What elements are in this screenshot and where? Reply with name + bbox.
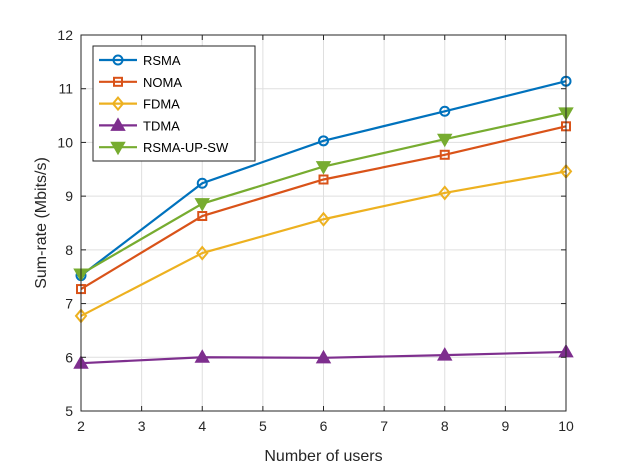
data-point	[317, 211, 330, 227]
x-tick-label: 7	[380, 418, 388, 434]
legend-label: NOMA	[143, 75, 182, 90]
data-point	[315, 161, 332, 175]
series-line	[80, 125, 567, 291]
legend-label: RSMA	[143, 53, 181, 68]
y-tick-label: 12	[57, 27, 73, 43]
y-tick-label: 11	[58, 81, 73, 97]
series-line	[80, 80, 567, 277]
x-axis-label: Number of users	[264, 448, 382, 465]
data-point	[197, 211, 208, 222]
data-point	[439, 105, 451, 117]
y-tick-label: 8	[65, 242, 73, 258]
data-point	[318, 174, 329, 185]
legend: RSMA NOMA FDMA TDMA RSMA-UP-SW	[92, 45, 256, 162]
legend-item: FDMA	[99, 96, 180, 112]
legend-label: FDMA	[143, 97, 180, 112]
data-point	[437, 133, 453, 148]
legend-marker	[111, 96, 125, 112]
legend-marker	[113, 76, 123, 87]
legend-item: TDMA	[99, 117, 180, 133]
y-tick-label: 6	[65, 349, 73, 365]
data-point	[438, 185, 452, 201]
x-tick-label: 10	[558, 418, 574, 434]
legend-label: RSMA-UP-SW	[143, 140, 229, 155]
x-tick-label: 4	[198, 418, 206, 434]
data-point	[439, 149, 450, 160]
y-tick-label: 7	[65, 296, 73, 312]
axis-ticks: 2 3 4 5 6 7 8 9 10 5 6 7 8 9 10 11 12	[57, 27, 574, 434]
x-tick-label: 9	[501, 418, 509, 434]
data-point	[194, 349, 210, 363]
data-point	[194, 198, 210, 212]
x-tick-label: 8	[441, 418, 449, 434]
legend-marker	[110, 117, 126, 131]
series-line	[80, 170, 567, 317]
data-point	[318, 135, 329, 147]
data-point	[196, 177, 208, 189]
legend-marker	[112, 54, 124, 66]
x-tick-label: 2	[77, 418, 85, 434]
y-tick-label: 5	[65, 403, 73, 419]
legend-marker	[110, 141, 126, 156]
data-point	[195, 245, 209, 261]
y-tick-label: 9	[65, 188, 73, 204]
y-axis-label: Sum-rate (Mbits/s)	[33, 157, 50, 289]
y-tick-label: 10	[57, 134, 73, 150]
legend-item: NOMA	[99, 75, 182, 90]
data-point	[315, 349, 332, 364]
legend-item: RSMA	[99, 53, 181, 68]
x-tick-label: 5	[259, 418, 267, 434]
legend-label: TDMA	[143, 118, 180, 133]
x-tick-label: 3	[138, 418, 146, 434]
x-tick-label: 6	[320, 418, 328, 434]
data-point	[437, 347, 453, 361]
legend-item: RSMA-UP-SW	[99, 140, 229, 156]
